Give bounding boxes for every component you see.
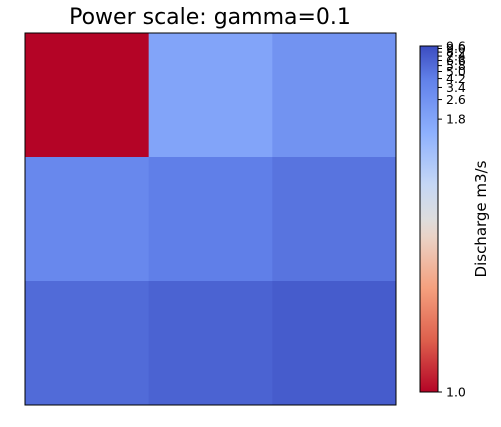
heatmap-cell-r2-c1: [148, 281, 273, 406]
heatmap-cell-r1-c1: [148, 157, 273, 282]
colorbar-tick-label: 5.8: [446, 58, 466, 73]
colorbar-tick-label: 8.2: [446, 45, 466, 60]
heatmap-cell-r0-c0: [25, 33, 150, 158]
heatmap-cell-r1-c2: [272, 157, 397, 282]
heatmap-cell-r0-c1: [148, 33, 273, 158]
colorbar-tick-label: 9.0: [446, 41, 466, 56]
chart-title: Power scale: gamma=0.1: [69, 5, 351, 30]
colorbar-label: Discharge m3/s: [472, 160, 490, 277]
colorbar-tick-label: 1.8: [446, 112, 466, 127]
colorbar-bar: [419, 45, 439, 393]
colorbar-tick-label: 1.0: [446, 385, 466, 400]
colorbar-tick-label: 2.6: [446, 92, 466, 107]
heatmap-cell-r2-c2: [272, 281, 397, 406]
heatmap-cell-r1-c0: [25, 157, 150, 282]
colorbar-tick-label: 9.6: [446, 39, 466, 54]
colorbar-tick-label: 4.2: [446, 71, 466, 86]
colorbar-tick-label: 5.0: [446, 64, 466, 79]
colorbar-tick-label: 7.4: [446, 49, 466, 64]
colorbar-tick-label: 6.6: [446, 53, 466, 68]
plot-frame: [24, 32, 397, 406]
colorbar-ticks: 1.0 1.8 2.63.44.25.05.86.67.48.29.09.6: [438, 39, 466, 400]
heatmap-cells: [25, 33, 397, 406]
heatmap-cell-r2-c0: [25, 281, 150, 406]
colorbar-tick-label: 3.4: [446, 80, 466, 95]
heatmap-cell-r0-c2: [272, 33, 397, 158]
